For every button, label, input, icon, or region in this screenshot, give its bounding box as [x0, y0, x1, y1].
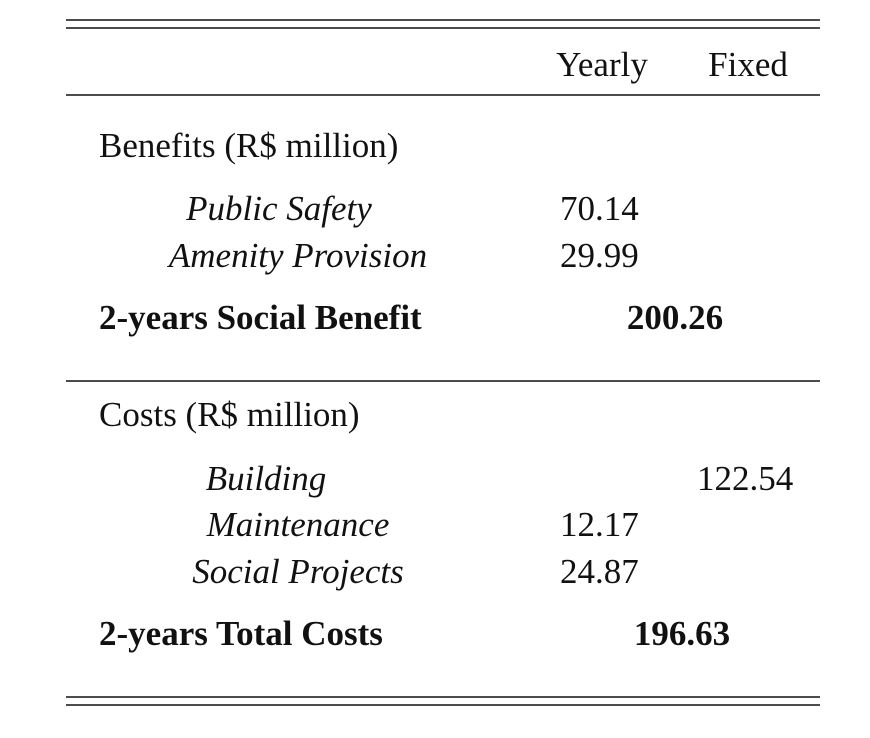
cell: 122.54: [697, 459, 793, 498]
cell: 29.99: [560, 236, 639, 275]
cell: 70.14: [560, 189, 639, 228]
total-value: 200.26: [627, 298, 723, 337]
column-header: Yearly: [556, 45, 648, 84]
total-label: 2-years Total Costs: [99, 614, 383, 653]
row-label: Amenity Provision: [167, 236, 427, 275]
total-value: 196.63: [634, 614, 730, 653]
row-label: Public Safety: [185, 189, 372, 228]
cell: 24.87: [560, 552, 639, 591]
total-label: 2-years Social Benefit: [99, 298, 422, 337]
row-label: Social Projects: [192, 552, 404, 591]
section-title: Benefits (R$ million): [99, 126, 398, 165]
cell: 12.17: [560, 505, 639, 544]
row-label: Maintenance: [206, 505, 390, 544]
row-label: Building: [206, 459, 327, 498]
section-title: Costs (R$ million): [99, 395, 360, 434]
column-header: Fixed: [708, 45, 788, 84]
